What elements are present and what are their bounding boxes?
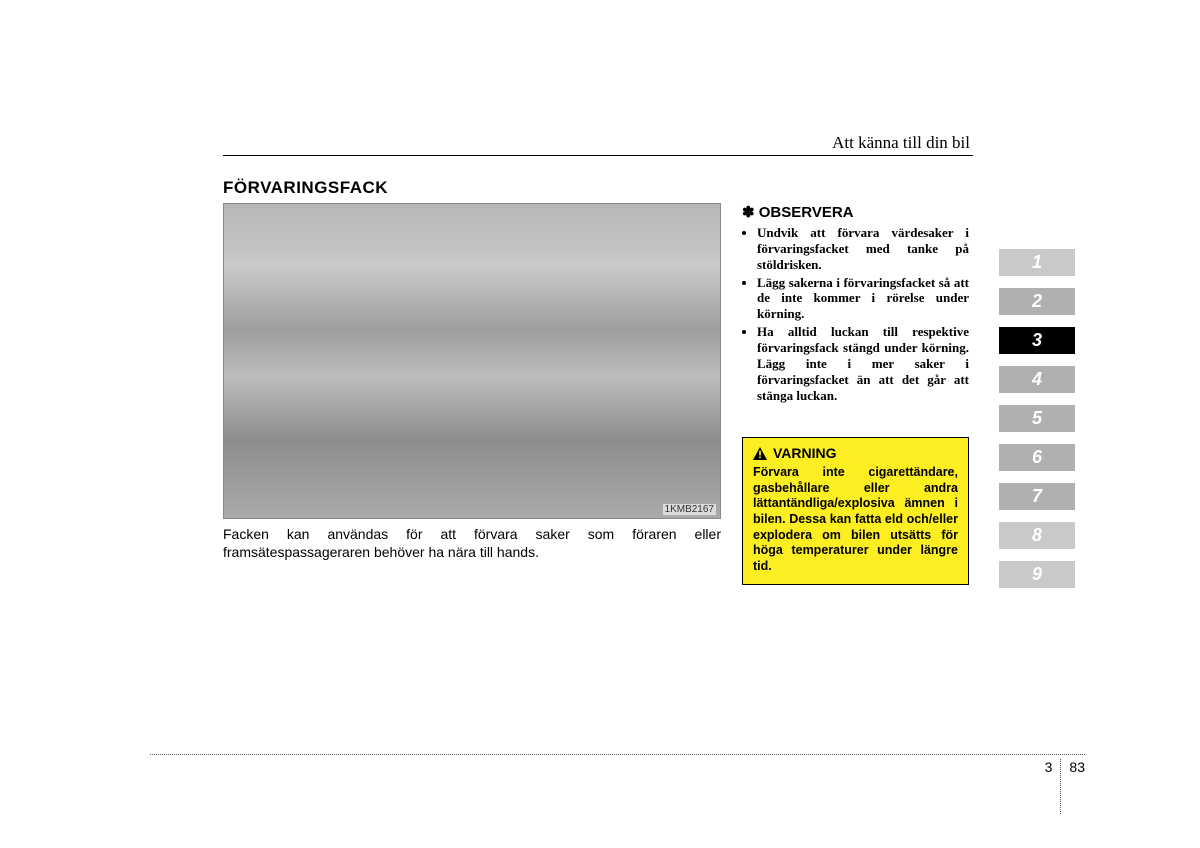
chapter-tab-3[interactable]: 3	[998, 326, 1076, 355]
warning-body: Förvara inte cigarettändare, gasbehållar…	[753, 465, 958, 574]
chapter-tab-9[interactable]: 9	[998, 560, 1076, 589]
notice-title: ✽ OBSERVERA	[742, 203, 969, 221]
chapter-tab-1[interactable]: 1	[998, 248, 1076, 277]
notice-block: ✽ OBSERVERA Undvik att förvara värdesake…	[742, 203, 969, 405]
warning-title-text: VARNING	[773, 445, 837, 461]
chapter-tab-4[interactable]: 4	[998, 365, 1076, 394]
notice-title-text: OBSERVERA	[759, 204, 854, 221]
page-number-value: 83	[1069, 759, 1085, 775]
warning-triangle-icon	[753, 447, 767, 460]
warning-title: VARNING	[753, 445, 958, 461]
image-caption: Facken kan användas för att förvara sake…	[223, 526, 721, 561]
storage-compartment-photo: 1KMB2167	[223, 203, 721, 519]
header-rule	[223, 155, 973, 156]
asterisk-icon: ✽	[742, 204, 755, 221]
page-number-divider	[1060, 759, 1061, 814]
notice-item: Undvik att förvara värdesaker i förvarin…	[757, 225, 969, 273]
chapter-tab-5[interactable]: 5	[998, 404, 1076, 433]
chapter-tab-8[interactable]: 8	[998, 521, 1076, 550]
chapter-tab-2[interactable]: 2	[998, 287, 1076, 316]
section-title: FÖRVARINGSFACK	[223, 178, 388, 198]
page-number: 3 83	[1045, 759, 1085, 814]
chapter-tab-7[interactable]: 7	[998, 482, 1076, 511]
image-reference-code: 1KMB2167	[663, 504, 716, 515]
page-footer: 3 83	[150, 754, 1085, 814]
chapter-tab-6[interactable]: 6	[998, 443, 1076, 472]
running-header-title: Att känna till din bil	[832, 133, 970, 153]
chapter-tabs: 1 2 3 4 5 6 7 8 9	[998, 248, 1076, 599]
warning-box: VARNING Förvara inte cigarettändare, gas…	[742, 437, 969, 585]
notice-list: Undvik att förvara värdesaker i förvarin…	[742, 225, 969, 403]
notice-item: Ha alltid luckan till respektive förvari…	[757, 324, 969, 403]
chapter-number: 3	[1045, 759, 1053, 775]
notice-item: Lägg sakerna i förvaringsfacket så att d…	[757, 275, 969, 323]
